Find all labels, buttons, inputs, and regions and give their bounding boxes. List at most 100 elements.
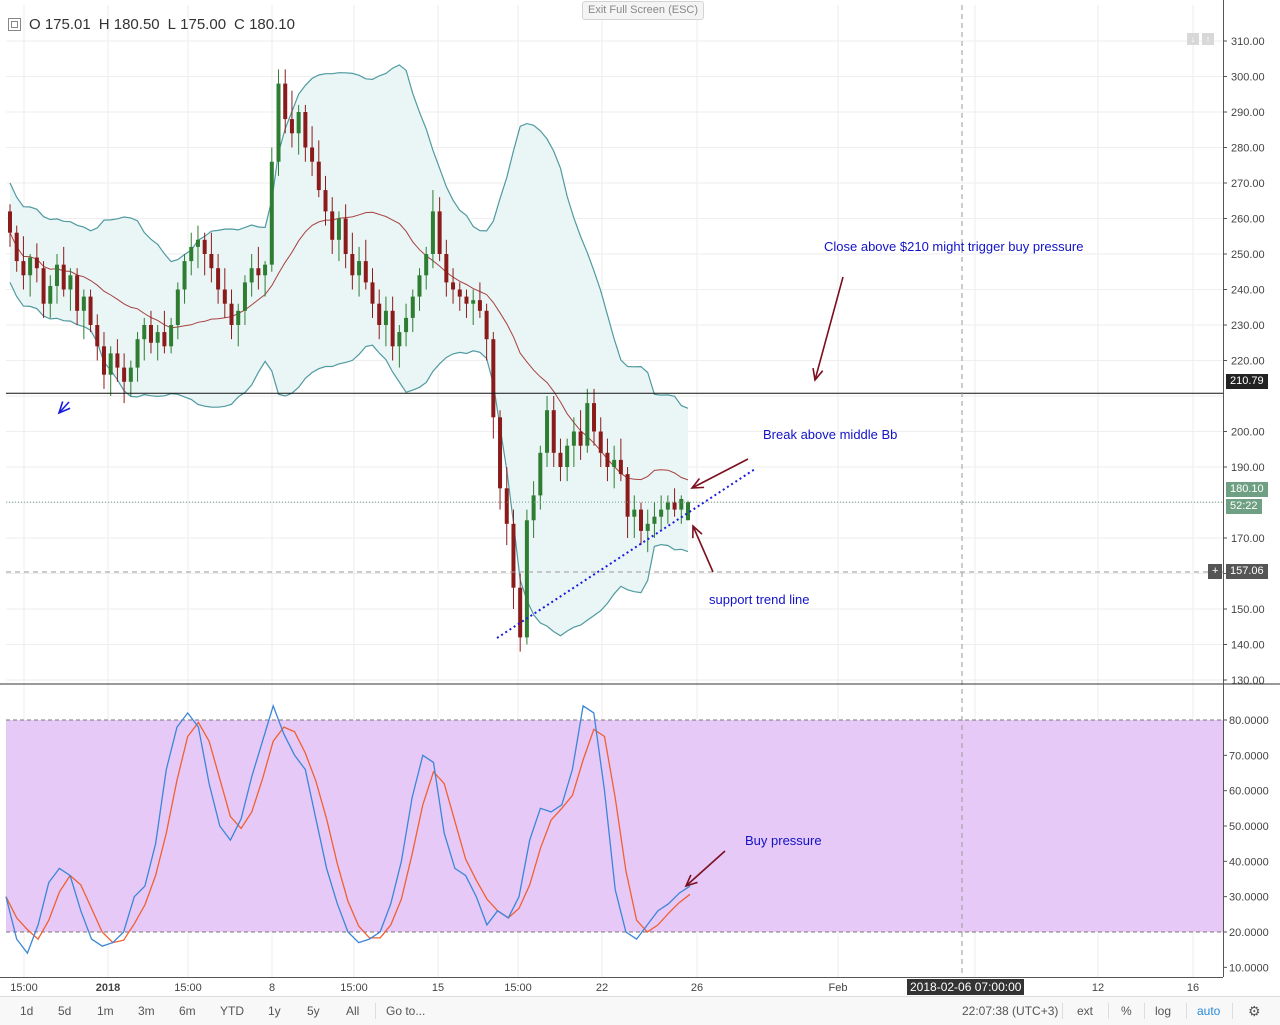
candle-body — [504, 488, 509, 524]
candle-body — [283, 83, 288, 120]
candle — [417, 268, 422, 311]
candle — [289, 90, 294, 148]
range-all-button[interactable]: All — [346, 1004, 360, 1018]
countdown-label: 52:22 — [1226, 499, 1262, 514]
candle — [370, 268, 375, 318]
arrow-close-above-head — [812, 367, 824, 382]
stochastic-d-line — [5, 721, 691, 944]
candle-body — [444, 254, 449, 283]
range-5y-button[interactable]: 5y — [307, 1004, 320, 1018]
candle-body — [61, 264, 66, 290]
candle-body — [182, 261, 187, 290]
exit-fullscreen-button[interactable]: Exit Full Screen (ESC) — [582, 1, 705, 20]
time-tick-label: 26 — [691, 982, 703, 994]
candle — [585, 388, 590, 453]
candle — [169, 317, 174, 354]
goto-button[interactable]: Go to... — [386, 1004, 426, 1018]
candle — [128, 360, 133, 396]
candle-body — [410, 296, 415, 318]
candle — [437, 197, 442, 262]
candle-body — [578, 431, 583, 446]
candle-body — [357, 261, 362, 276]
candle — [404, 303, 409, 347]
gear-icon[interactable]: ⚙ — [1248, 1003, 1261, 1019]
candle — [645, 509, 650, 553]
candle-body — [404, 317, 409, 333]
candle — [444, 239, 449, 297]
candle-body — [169, 325, 174, 347]
candle-body — [370, 282, 375, 304]
range-ytd-button[interactable]: YTD — [220, 1004, 244, 1018]
stochastic-k-line — [5, 703, 691, 955]
candle-body — [8, 211, 12, 233]
range-3m-button[interactable]: 3m — [138, 1004, 155, 1018]
price-axis: 310.00 300.00 290.00 280.00 270.00 260.00 250.… — [1223, 36, 1265, 687]
candle — [350, 232, 355, 290]
candle-body — [336, 218, 341, 240]
candle — [175, 282, 180, 340]
candle — [81, 289, 86, 340]
candle — [410, 289, 415, 333]
trading-chart[interactable]: 310.00 300.00 290.00 280.00 270.00 260.00 250.… — [0, 0, 1280, 996]
arrow-buy-pressure — [685, 850, 726, 887]
candle-body — [162, 332, 167, 347]
candle — [491, 332, 496, 439]
candle — [524, 509, 529, 645]
range-6m-button[interactable]: 6m — [179, 1004, 196, 1018]
range-1m-button[interactable]: 1m — [97, 1004, 114, 1018]
toolbar-divider — [1232, 1003, 1233, 1019]
candle-body — [417, 275, 422, 297]
candle-body — [323, 190, 328, 212]
candle-body — [155, 332, 160, 343]
ohlc-legend: O 175.01 H 180.50 L 175.00 C 180.10 — [8, 16, 295, 33]
candle — [256, 246, 261, 290]
candle — [464, 289, 469, 318]
candle — [88, 289, 93, 333]
log-toggle[interactable]: log — [1155, 1004, 1172, 1018]
percent-toggle[interactable]: % — [1121, 1004, 1132, 1018]
range-1y-button[interactable]: 1y — [268, 1004, 281, 1018]
candle — [48, 275, 53, 318]
candle — [511, 509, 516, 609]
arrow-break-above — [691, 458, 749, 489]
chart-style-icon[interactable] — [8, 18, 21, 31]
candle-body — [511, 523, 516, 588]
candle — [363, 239, 368, 290]
last-price-label: 180.10 — [1226, 482, 1268, 497]
candle — [242, 275, 247, 325]
candle — [605, 438, 610, 482]
candle-body — [81, 296, 86, 311]
price-tick-label: 240.00 — [1231, 285, 1265, 297]
auto-toggle[interactable]: auto — [1197, 1004, 1221, 1018]
candle-body — [592, 403, 597, 432]
arrow-down-icon[interactable]: ↓ — [1187, 33, 1199, 45]
candle-body — [122, 367, 127, 382]
candle — [484, 303, 489, 361]
candle — [122, 353, 127, 404]
candle — [639, 502, 644, 546]
bollinger-basis — [9, 211, 689, 481]
candle-body — [14, 232, 19, 262]
candle — [343, 204, 348, 269]
range-1d-button[interactable]: 1d — [20, 1004, 34, 1018]
time-tick-label: 12 — [1092, 982, 1104, 994]
range-5d-button[interactable]: 5d — [58, 1004, 72, 1018]
candle — [310, 126, 315, 176]
candle-body — [518, 587, 523, 638]
candle — [236, 303, 241, 347]
candle-body — [289, 119, 294, 134]
price-tick-label: 190.00 — [1231, 462, 1265, 474]
candle — [538, 445, 543, 510]
candle — [135, 332, 140, 382]
time-tick-label: 15 — [432, 982, 444, 994]
add-alert-icon[interactable]: + — [1208, 564, 1223, 579]
candle-body — [451, 282, 456, 290]
candle-body — [222, 289, 227, 304]
candle-body — [276, 83, 281, 162]
toolbar-divider — [375, 1003, 376, 1019]
candle-body — [202, 239, 207, 254]
arrow-up-icon[interactable]: ↑ — [1202, 33, 1214, 45]
ext-toggle[interactable]: ext — [1077, 1004, 1094, 1018]
candle-body — [397, 332, 402, 347]
price-tick-label: 280.00 — [1231, 143, 1265, 155]
